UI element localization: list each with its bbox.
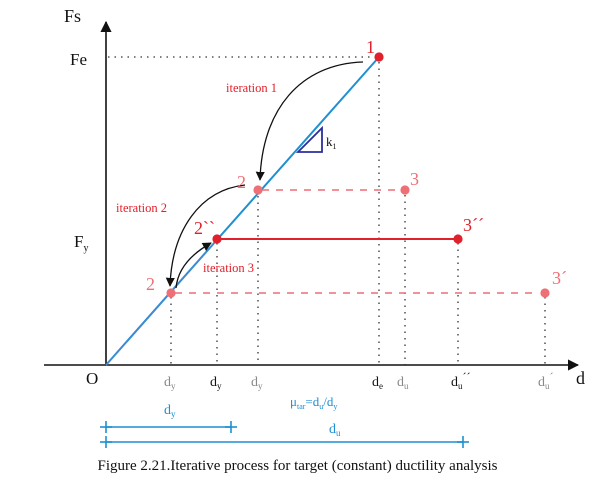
- point-1: [374, 52, 384, 62]
- point-2-second: [166, 288, 176, 298]
- dotted-guides: [108, 56, 546, 365]
- point-1-label: 1: [366, 37, 375, 57]
- iteration-3-label: iteration 3: [203, 261, 254, 275]
- dimension-lines: [100, 421, 469, 448]
- point-2-second-label: 2: [146, 274, 155, 294]
- tick-dy-1: dy: [164, 375, 176, 391]
- point-2-double-prime-label: 2``: [194, 218, 215, 238]
- tick-du: du: [397, 375, 409, 391]
- x-axis-label: d: [576, 368, 585, 388]
- point-3-label: 3: [410, 169, 419, 189]
- fy-label: Fy: [74, 232, 88, 254]
- origin-label: O: [86, 369, 98, 388]
- tick-du-double-prime: du´´: [451, 370, 471, 391]
- figure-caption: Figure 2.21.Iterative process for target…: [97, 458, 498, 474]
- dim-dy-label: dy: [164, 403, 176, 419]
- iteration-1-label: iteration 1: [226, 81, 277, 95]
- y-axis-label: Fs: [64, 6, 81, 26]
- point-2: [253, 185, 263, 195]
- dim-du-label: du: [329, 422, 341, 438]
- tick-dy-2: dy: [210, 375, 222, 391]
- point-2-double-prime: [212, 234, 222, 244]
- point-3-double-prime: [453, 234, 463, 244]
- tick-de: de: [372, 375, 383, 391]
- dashed-plateaus: [175, 189, 538, 294]
- point-2-label: 2: [237, 172, 246, 192]
- fe-label: Fe: [70, 50, 87, 69]
- point-3-prime-label: 3´: [552, 268, 567, 288]
- elastic-line-overlay: [105, 239, 218, 366]
- tick-dy-3: dy: [251, 375, 263, 391]
- tick-du-prime: du´: [538, 370, 554, 391]
- k1-label: k1: [326, 134, 337, 151]
- point-3-prime: [540, 288, 550, 298]
- iteration-3-arrow: [175, 242, 212, 289]
- iteration-2-arrow: [165, 184, 246, 287]
- stiffness-triangle: [295, 125, 323, 153]
- point-3: [400, 185, 410, 195]
- point-3-double-prime-label: 3´´: [463, 215, 484, 235]
- iteration-2-label: iteration 2: [116, 201, 167, 215]
- ductility-formula: μtar=du/dy: [290, 394, 337, 411]
- iteration-1-arrow: [255, 61, 364, 181]
